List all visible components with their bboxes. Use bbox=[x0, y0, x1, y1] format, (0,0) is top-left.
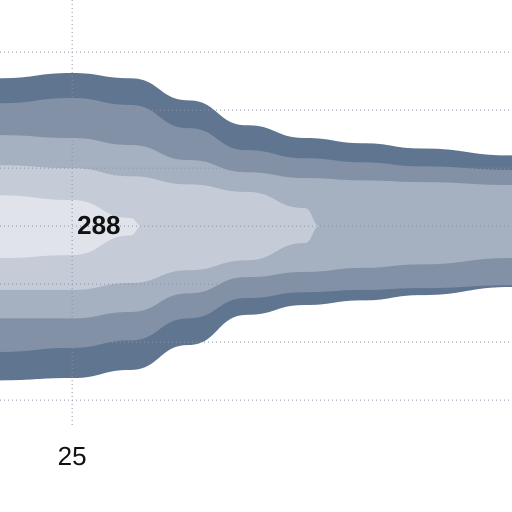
fan-band bbox=[0, 165, 320, 290]
fan-band bbox=[0, 195, 142, 259]
annotation: 288 bbox=[77, 210, 120, 240]
x-tick-label: 25 bbox=[58, 441, 87, 471]
